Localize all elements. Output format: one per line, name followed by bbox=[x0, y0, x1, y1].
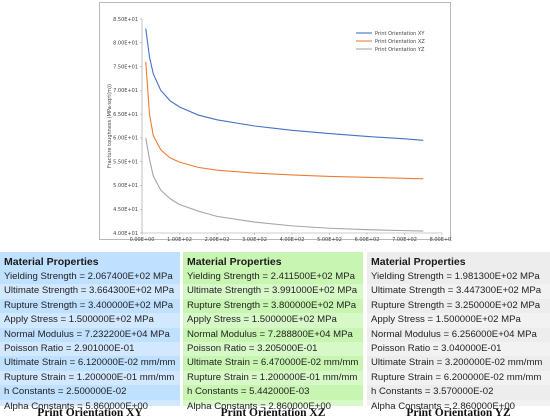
y-tick-label: 8.00E+01 bbox=[113, 41, 138, 47]
ultimate-strain: Ultimate Strain = 3.200000E-02 mm/mm bbox=[371, 357, 543, 369]
apply-stress: Apply Stress = 1.500000E+02 MPa bbox=[183, 313, 363, 328]
material-properties-xy: Material Properties Yielding Strength = … bbox=[0, 252, 180, 414]
rupture-strain: Rupture Strain = 1.200000E-01 mm/mm bbox=[183, 370, 363, 386]
caption-yz: Print Orientation YZ bbox=[406, 407, 511, 419]
x-tick-label: 8.00E+02 bbox=[430, 237, 452, 241]
normal-modulus: Normal Modulus = 7.288800E+04 MPa bbox=[187, 328, 353, 340]
normal-modulus: Normal Modulus = 7.232200E+04 MPa bbox=[4, 328, 170, 340]
yielding-strength: Yielding Strength = 1.981300E+02 MPa bbox=[371, 271, 540, 282]
h-constants: h Constants = 3.570000E-02 bbox=[371, 386, 494, 398]
legend-label-3: Print Orientation YZ bbox=[375, 47, 425, 53]
y-tick-label: 7.00E+01 bbox=[113, 88, 138, 94]
ultimate-strength: Ultimate Strength = 3.664300E+02 MPa bbox=[0, 284, 180, 299]
legend-label-2: Print Orientation XZ bbox=[375, 39, 425, 45]
series-line-2 bbox=[145, 61, 424, 180]
x-tick-label: 2.00E+02 bbox=[205, 237, 230, 241]
x-tick-label: 7.00E+02 bbox=[392, 237, 417, 241]
x-tick-label: 0.00E+00 bbox=[130, 237, 155, 241]
poisson-ratio: Poisson Ratio = 2.901000E-01 bbox=[0, 341, 180, 357]
y-tick-label: 7.50E+01 bbox=[113, 64, 138, 70]
series-line-1 bbox=[145, 28, 424, 141]
properties-list: Yielding Strength = 2.411500E+02 MPa Ult… bbox=[183, 270, 363, 414]
yielding-strength: Yielding Strength = 2.411500E+02 MPa bbox=[187, 271, 356, 282]
ultimate-strain: Ultimate Strain = 6.470000E-02 mm/mm bbox=[187, 357, 359, 369]
y-axis-title: Fracture toughness (MPa·sqrt(m)) bbox=[107, 84, 113, 168]
rupture-strain: Rupture Strain = 1.200000E-01 mm/mm bbox=[0, 370, 180, 386]
ultimate-strength: Ultimate Strength = 3.991000E+02 MPa bbox=[183, 284, 363, 299]
series-line-3 bbox=[145, 137, 424, 232]
y-tick-label: 4.50E+01 bbox=[113, 207, 138, 213]
x-tick-label: 1.00E+02 bbox=[167, 237, 192, 241]
y-tick-label: 6.00E+01 bbox=[113, 136, 138, 142]
yielding-strength: Yielding Strength = 2.067400E+02 MPa bbox=[4, 271, 173, 282]
apply-stress: Apply Stress = 1.500000E+02 MPa bbox=[367, 313, 550, 328]
x-tick-label: 3.00E+02 bbox=[242, 237, 267, 241]
poisson-ratio: Poisson Ratio = 3.205000E-01 bbox=[183, 341, 363, 357]
h-constants: h Constants = 2.500000E-02 bbox=[4, 386, 127, 398]
y-tick-label: 5.50E+01 bbox=[113, 159, 138, 165]
apply-stress: Apply Stress = 1.500000E+02 MPa bbox=[0, 313, 180, 328]
alpha-constants: Alpha Constants = 2.860000E+00 bbox=[367, 399, 550, 414]
caption-xy: Print Orientation XY bbox=[37, 407, 143, 419]
normal-modulus: Normal Modulus = 6.256000E+04 MPa bbox=[371, 328, 537, 340]
x-tick-label: 6.00E+02 bbox=[355, 237, 380, 241]
poisson-ratio: Poisson Ratio = 3.040000E-01 bbox=[367, 341, 550, 357]
material-properties-xz: Material Properties Yielding Strength = … bbox=[183, 252, 363, 414]
material-properties-heading: Material Properties bbox=[4, 256, 99, 268]
rupture-strength: Rupture Strength = 3.250000E+02 MPa bbox=[371, 299, 541, 311]
material-properties-heading: Material Properties bbox=[371, 256, 466, 268]
y-tick-label: 5.00E+01 bbox=[113, 183, 138, 189]
x-tick-label: 4.00E+02 bbox=[280, 237, 305, 241]
rupture-strength: Rupture Strength = 3.800000E+02 MPa bbox=[187, 299, 357, 311]
material-properties-yz: Material Properties Yielding Strength = … bbox=[367, 252, 550, 414]
ultimate-strength: Ultimate Strength = 3.447300E+02 MPa bbox=[367, 284, 550, 299]
h-constants: h Constants = 5.442000E-03 bbox=[187, 386, 310, 398]
rupture-strain: Rupture Strain = 6.200000E-02 mm/mm bbox=[367, 370, 550, 386]
alpha-constants: Alpha Constants = 5.860000E+00 bbox=[0, 399, 180, 414]
properties-list: Yielding Strength = 1.981300E+02 MPa Ult… bbox=[367, 270, 550, 414]
y-tick-label: 4.00E+01 bbox=[113, 231, 138, 237]
x-tick-label: 5.00E+02 bbox=[317, 237, 342, 241]
legend-label-1: Print Orientation XY bbox=[375, 31, 425, 37]
rupture-strength: Rupture Strength = 3.400000E+02 MPa bbox=[4, 299, 174, 311]
y-tick-label: 8.50E+01 bbox=[113, 17, 138, 23]
material-properties-heading: Material Properties bbox=[187, 256, 282, 268]
alpha-constants: Alpha Constants = 2.860000E+00 bbox=[183, 399, 363, 414]
chart-panel: 0.00E+00 1.00E+02 2.00E+02 3.00E+02 4.00E+02… bbox=[99, 2, 452, 241]
caption-xz: Print Orientation XZ bbox=[220, 407, 326, 419]
properties-list: Yielding Strength = 2.067400E+02 MPa Ult… bbox=[0, 270, 180, 414]
ultimate-strain: Ultimate Strain = 6.120000E-02 mm/mm bbox=[4, 357, 176, 369]
y-tick-label: 6.50E+01 bbox=[113, 112, 138, 118]
fracture-toughness-chart: 0.00E+00 1.00E+02 2.00E+02 3.00E+02 4.00E+02… bbox=[107, 17, 452, 241]
